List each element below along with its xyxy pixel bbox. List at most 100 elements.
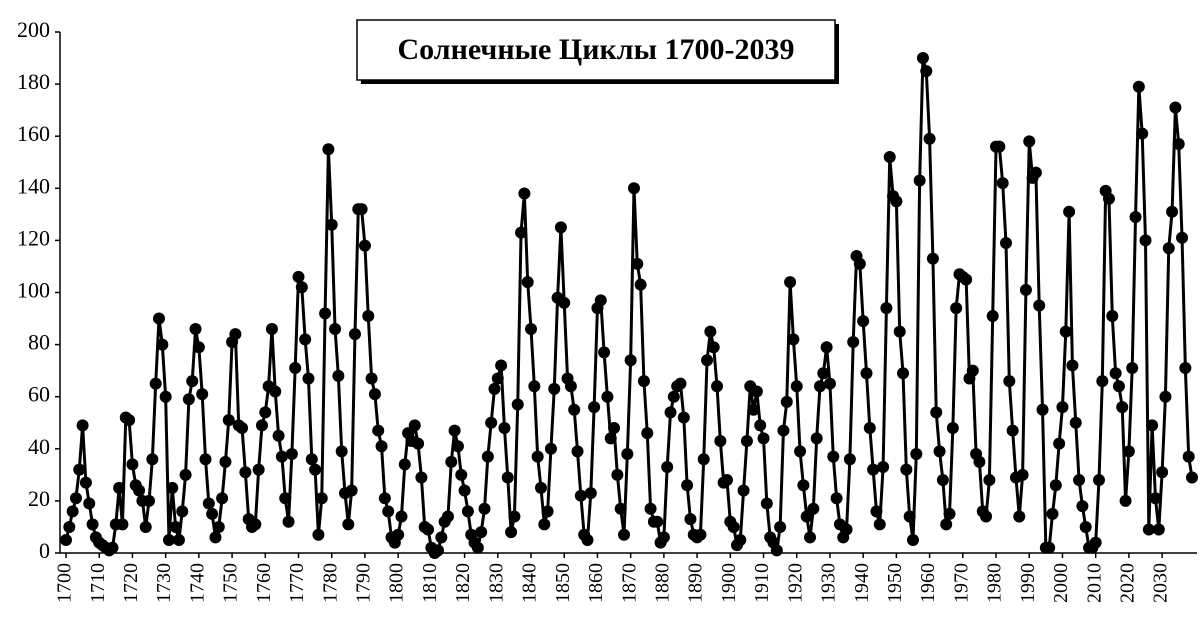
data-point	[1033, 299, 1046, 312]
data-point	[1122, 445, 1135, 458]
data-point	[1006, 424, 1019, 437]
data-point	[933, 445, 946, 458]
data-point	[378, 492, 391, 505]
data-point	[325, 218, 338, 231]
x-tick-label: 1790	[353, 563, 375, 603]
data-point	[1116, 401, 1129, 414]
data-point	[1053, 437, 1066, 450]
data-point	[133, 484, 146, 497]
data-point	[372, 424, 385, 437]
data-point	[1176, 231, 1189, 244]
x-tick-label: 1820	[452, 563, 474, 603]
data-point	[634, 278, 647, 291]
data-point	[784, 276, 797, 289]
data-point	[913, 174, 926, 187]
data-point	[348, 328, 361, 341]
data-point	[375, 440, 388, 453]
data-point	[116, 518, 129, 531]
data-point	[83, 497, 96, 510]
y-tick-label: 180	[17, 69, 50, 94]
data-point	[505, 526, 518, 539]
data-point	[641, 427, 654, 440]
data-point	[192, 341, 205, 354]
data-point	[983, 474, 996, 487]
data-point	[408, 419, 421, 432]
data-point	[1049, 479, 1062, 492]
data-point	[275, 450, 288, 463]
data-point	[707, 341, 720, 354]
data-point	[319, 307, 332, 320]
y-tick-label: 0	[39, 538, 50, 563]
data-point	[860, 367, 873, 380]
data-point	[1023, 135, 1036, 148]
x-tick-label: 1870	[618, 563, 640, 603]
data-point	[737, 484, 750, 497]
data-point	[664, 406, 677, 419]
data-point	[1079, 520, 1092, 533]
data-point	[810, 432, 823, 445]
data-point	[498, 421, 511, 434]
data-point	[392, 528, 405, 541]
data-point	[511, 398, 524, 411]
data-point	[358, 239, 371, 252]
data-point	[677, 411, 690, 424]
data-point	[451, 440, 464, 453]
data-point	[86, 518, 99, 531]
x-tick-label: 1860	[585, 563, 607, 603]
data-point	[637, 375, 650, 388]
data-point	[1159, 390, 1172, 403]
data-point	[571, 445, 584, 458]
data-point	[880, 302, 893, 315]
data-point	[342, 518, 355, 531]
x-tick-label: 1770	[286, 563, 308, 603]
data-point	[315, 492, 328, 505]
data-point	[63, 520, 76, 533]
data-point	[229, 328, 242, 341]
data-point	[219, 455, 232, 468]
data-point	[657, 531, 670, 544]
data-point	[485, 416, 498, 429]
data-point	[916, 52, 929, 65]
data-point	[704, 325, 717, 338]
data-point	[1089, 536, 1102, 549]
x-tick-label: 1950	[884, 563, 906, 603]
data-point	[1019, 283, 1032, 296]
data-point	[382, 505, 395, 518]
data-point	[269, 385, 282, 398]
data-point	[601, 390, 614, 403]
data-point	[697, 453, 710, 466]
data-point	[980, 510, 993, 523]
data-point	[787, 333, 800, 346]
data-point	[604, 432, 617, 445]
x-tick-label: 1900	[718, 563, 740, 603]
data-point	[265, 322, 278, 335]
data-point	[960, 273, 973, 286]
data-point	[614, 502, 627, 515]
data-point	[1146, 419, 1159, 432]
data-point	[870, 505, 883, 518]
data-point	[1112, 380, 1125, 393]
data-point	[60, 533, 72, 546]
data-point	[415, 471, 428, 484]
data-point	[1149, 492, 1162, 505]
x-tick-label: 1980	[984, 563, 1006, 603]
data-point	[531, 450, 544, 463]
data-point	[621, 448, 634, 461]
x-tick-label: 2030	[1150, 563, 1172, 603]
data-point	[345, 484, 358, 497]
data-point	[289, 362, 302, 375]
data-point	[883, 151, 896, 164]
chart-title: Солнечные Циклы 1700-2039	[397, 33, 794, 66]
data-point	[475, 526, 488, 539]
data-point	[525, 322, 538, 335]
data-point	[1126, 362, 1139, 375]
data-point	[491, 372, 504, 385]
y-tick-label: 20	[28, 486, 50, 511]
data-point	[222, 414, 235, 427]
x-tick-label: 1850	[552, 563, 574, 603]
data-point	[305, 453, 318, 466]
data-point	[106, 541, 119, 554]
data-point	[1056, 401, 1069, 414]
data-point	[1132, 80, 1145, 93]
data-point	[1046, 507, 1059, 520]
